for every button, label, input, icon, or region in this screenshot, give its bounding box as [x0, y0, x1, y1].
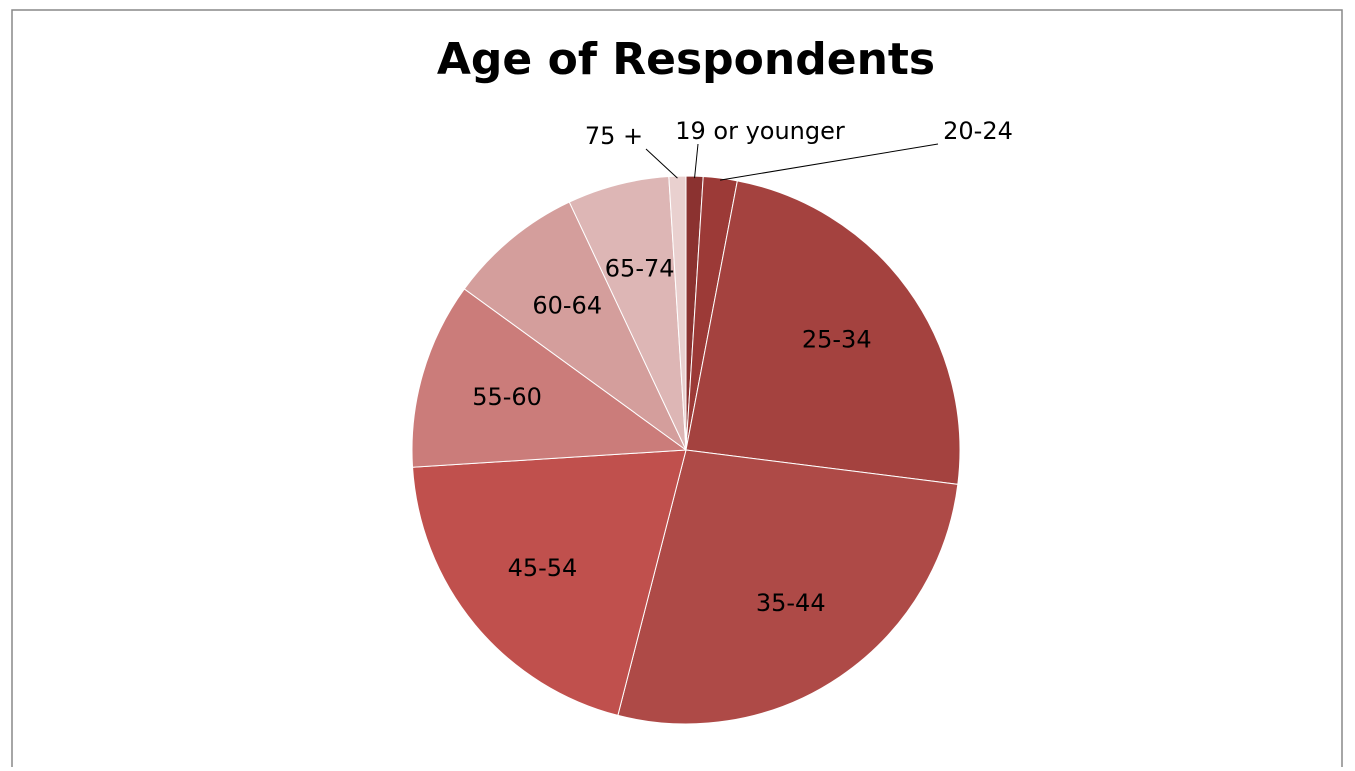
slice-label: 65-74 [605, 255, 675, 283]
pie-slice [463, 201, 687, 451]
pie-slice [685, 180, 961, 485]
slice-label: 20-24 [943, 117, 1013, 145]
chart-title: Age of Respondents [437, 34, 935, 85]
leader-line [694, 143, 699, 179]
slice-label: 55-60 [472, 383, 542, 411]
slice-label: 60-64 [532, 291, 602, 319]
leader-line [720, 143, 939, 181]
pie-slice [668, 175, 687, 451]
pie-slice [411, 288, 688, 468]
leader-line [645, 148, 678, 179]
slice-label: 35-44 [756, 589, 826, 617]
slice-label: 19 or younger [675, 117, 845, 145]
slice-label: 25-34 [802, 325, 872, 353]
slice-label: 45-54 [508, 554, 578, 582]
pie-slice [617, 449, 959, 725]
pie-slice [412, 449, 687, 717]
slice-label: 75 + [585, 122, 643, 150]
